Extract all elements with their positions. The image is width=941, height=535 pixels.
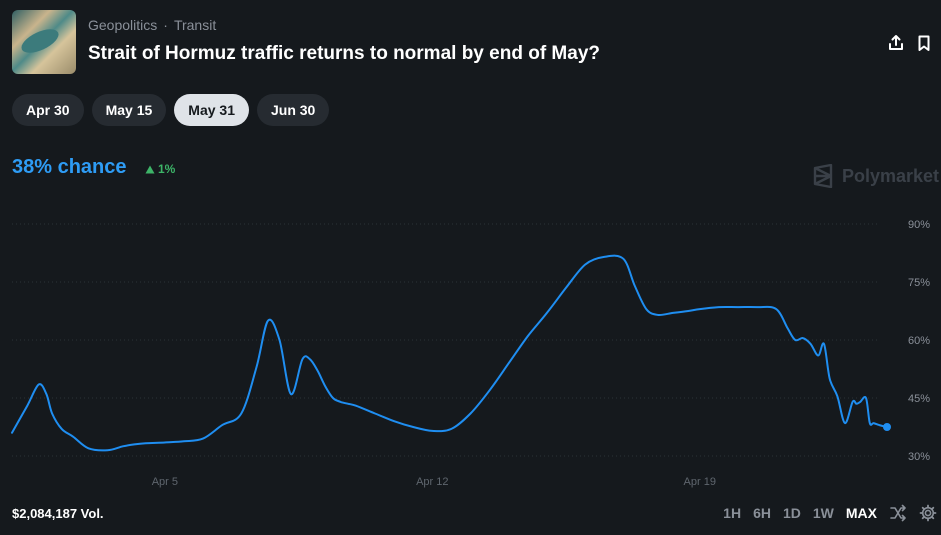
tab-apr-30[interactable]: Apr 30 <box>12 94 84 126</box>
volume-label: $2,084,187 Vol. <box>12 506 104 521</box>
header-actions <box>887 34 933 52</box>
breadcrumb-separator: · <box>163 17 168 33</box>
y-tick-label: 30% <box>908 451 930 463</box>
chance-delta: 1% <box>145 162 175 176</box>
tab-may-15[interactable]: May 15 <box>91 94 167 126</box>
polymarket-watermark: Polymarket <box>812 164 939 188</box>
range-6h[interactable]: 6H <box>753 505 771 521</box>
share-icon[interactable] <box>887 34 905 52</box>
bookmark-icon[interactable] <box>915 34 933 52</box>
shuffle-icon[interactable] <box>889 504 907 522</box>
range-1h[interactable]: 1H <box>723 505 742 521</box>
time-range-selector: 1H 6H 1D 1W MAX <box>723 504 937 522</box>
x-tick-label: Apr 5 <box>152 476 178 488</box>
range-1w[interactable]: 1W <box>812 505 834 521</box>
market-title: Strait of Hormuz traffic returns to norm… <box>88 43 600 64</box>
range-max[interactable]: MAX <box>845 505 877 521</box>
y-tick-label: 75% <box>908 277 930 289</box>
thumbnail-water <box>18 24 62 58</box>
tab-jun-30[interactable]: Jun 30 <box>256 94 330 126</box>
polymarket-wordmark: Polymarket <box>841 165 939 186</box>
triangle-up-icon <box>145 165 155 173</box>
x-tick-label: Apr 12 <box>416 476 448 488</box>
chart-current-point <box>883 423 891 431</box>
polymarket-logo-icon <box>813 164 833 188</box>
gear-icon[interactable] <box>919 504 937 522</box>
y-tick-label: 45% <box>908 393 930 405</box>
breadcrumb-item-geopolitics[interactable]: Geopolitics <box>88 17 158 33</box>
date-tabs: Apr 30 May 15 May 31 Jun 30 <box>12 94 330 126</box>
x-tick-label: Apr 19 <box>684 476 716 488</box>
tab-may-31[interactable]: May 31 <box>174 94 249 126</box>
price-chart[interactable]: 30% 45% 60% 75% 90% Apr 5 Apr 12 Apr 19 <box>0 200 941 500</box>
market-thumbnail <box>12 10 76 74</box>
y-tick-label: 90% <box>908 219 930 231</box>
range-1d[interactable]: 1D <box>782 505 801 521</box>
breadcrumb-item-transit[interactable]: Transit <box>173 17 217 33</box>
y-tick-label: 60% <box>908 335 930 347</box>
chance-delta-text: 1% <box>158 162 176 176</box>
breadcrumb: Geopolitics · Transit <box>88 17 216 33</box>
chart-series-line <box>11 254 888 452</box>
chance-value: 38% chance <box>12 156 127 178</box>
